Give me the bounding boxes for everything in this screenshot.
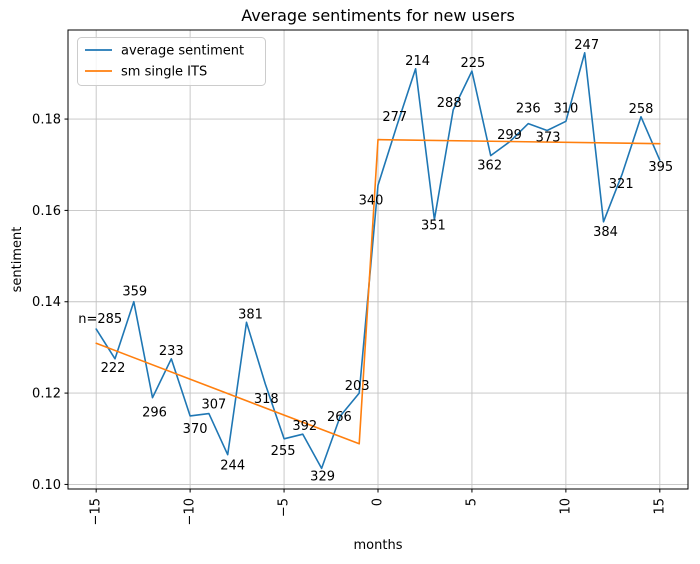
point-annotation: 362 <box>477 159 502 174</box>
x-tick-label: −5 <box>277 498 292 517</box>
x-tick-label: −10 <box>183 498 198 525</box>
point-annotation: 214 <box>405 54 430 69</box>
x-tick-label: −15 <box>89 498 104 525</box>
y-axis-label: sentiment <box>10 227 25 293</box>
point-annotation: 258 <box>629 102 654 117</box>
point-annotation: 359 <box>122 285 147 300</box>
x-tick-label: 0 <box>371 498 386 506</box>
point-annotation: 299 <box>497 128 522 143</box>
series-layer <box>95 51 661 470</box>
series-line-sm-single-ITS <box>95 138 661 445</box>
point-annotation: 244 <box>220 459 245 474</box>
y-tick-label: 0.18 <box>32 113 61 128</box>
axes-layer: −15 −10 −5 0 5 10 15 0.10 0.12 0.14 0.16 0.18 <box>32 29 689 525</box>
legend-label-sm-single-its: sm single ITS <box>121 65 207 80</box>
x-tick-label: 15 <box>652 498 667 515</box>
point-annotation: 307 <box>201 398 226 413</box>
point-annotation: 321 <box>609 177 634 192</box>
point-annotation: 310 <box>553 101 578 116</box>
point-annotation: 277 <box>382 110 407 125</box>
point-annotation: 222 <box>101 361 126 376</box>
point-annotation: 351 <box>421 219 446 234</box>
point-annotation: 381 <box>238 307 263 322</box>
point-annotation: 370 <box>183 422 208 437</box>
point-annotation: 266 <box>327 410 352 425</box>
point-annotation: 340 <box>359 193 384 208</box>
point-annotation: 296 <box>142 406 167 421</box>
grid-layer <box>68 30 688 489</box>
x-tick-label: 10 <box>558 498 573 515</box>
y-tick-label: 0.12 <box>32 387 61 402</box>
point-annotation: 233 <box>159 344 184 359</box>
y-tick-label: 0.14 <box>32 295 61 310</box>
annotation-layer: n=285 222 359 296 233 370 307 244 381 318 255 392 32… <box>78 38 673 485</box>
y-tick-label: 0.10 <box>32 478 61 493</box>
point-annotation: 225 <box>460 56 485 71</box>
legend-box <box>77 37 266 86</box>
legend-label-average-sentiment: average sentiment <box>121 44 244 59</box>
point-annotation: 288 <box>437 96 462 111</box>
x-tick-label: 5 <box>464 498 479 506</box>
y-tick-label: 0.16 <box>32 204 61 219</box>
point-annotation: 329 <box>310 469 335 484</box>
point-annotation: 255 <box>271 444 296 459</box>
point-annotation: 203 <box>345 379 370 394</box>
point-annotation: 395 <box>648 160 673 175</box>
point-annotation: 236 <box>516 102 541 117</box>
point-annotation: 373 <box>536 131 561 146</box>
point-annotation: 318 <box>254 392 279 407</box>
x-axis-label: months <box>354 538 403 553</box>
legend: average sentiment sm single ITS <box>77 37 266 86</box>
chart-title: Average sentiments for new users <box>241 6 515 25</box>
point-annotation: n=285 <box>78 312 122 327</box>
point-annotation: 247 <box>574 38 599 53</box>
point-annotation: 392 <box>292 419 317 434</box>
series-line-average-sentiment <box>95 51 661 470</box>
point-annotation: 384 <box>593 225 618 240</box>
